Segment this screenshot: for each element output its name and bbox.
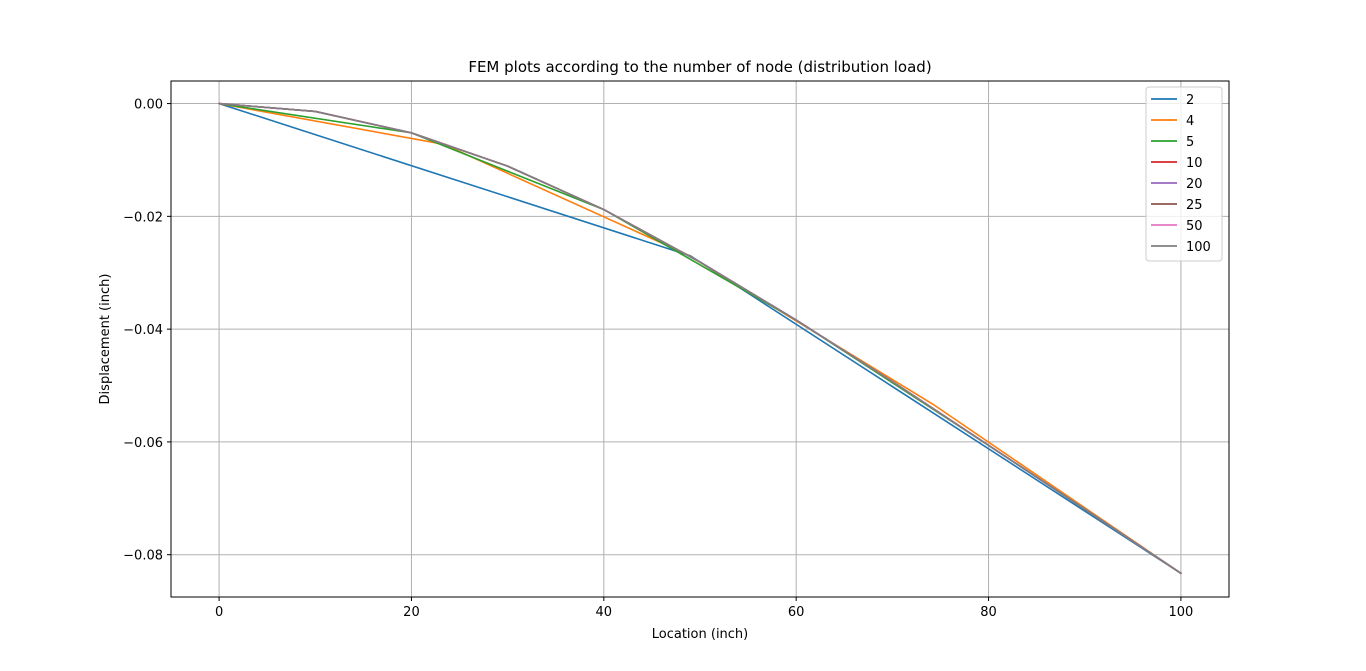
x-tick-label: 40: [596, 605, 613, 620]
y-tick-label: −0.02: [123, 210, 163, 225]
y-tick-label: −0.08: [123, 549, 163, 564]
legend-box: [1145, 86, 1223, 262]
legend-label-25: 25: [1186, 198, 1203, 213]
legend-label-50: 50: [1186, 219, 1203, 234]
legend-label-20: 20: [1186, 177, 1203, 192]
plot-area-frame: [170, 80, 1230, 598]
legend-label-2: 2: [1186, 93, 1194, 108]
y-tick-label: 0.00: [134, 98, 163, 113]
legend-label-100: 100: [1186, 240, 1211, 255]
y-tick-label: −0.06: [123, 436, 163, 451]
legend-label-4: 4: [1186, 114, 1194, 129]
legend-label-10: 10: [1186, 156, 1203, 171]
x-tick-label: 0: [215, 605, 223, 620]
x-tick-label: 20: [403, 605, 420, 620]
x-axis-label: Location (inch): [652, 627, 749, 642]
x-tick-label: 100: [1168, 605, 1193, 620]
x-tick-label: 80: [980, 605, 997, 620]
series-line-100: [218, 102, 1182, 575]
y-axis-label: Displacement (inch): [98, 274, 113, 405]
legend: 2 4 5 10 20 25 50 100: [1145, 86, 1223, 262]
x-tick-label: 60: [788, 605, 805, 620]
grid-lines: [171, 81, 1229, 597]
series-lines: [218, 102, 1182, 575]
y-tick-label: −0.04: [123, 323, 163, 338]
x-axis-ticks: 0 20 40 60 80 100: [215, 597, 1193, 620]
y-axis-ticks: 0.00 −0.02 −0.04 −0.06 −0.08: [123, 98, 171, 564]
legend-label-5: 5: [1186, 135, 1194, 150]
chart-title: FEM plots according to the number of nod…: [468, 58, 931, 76]
